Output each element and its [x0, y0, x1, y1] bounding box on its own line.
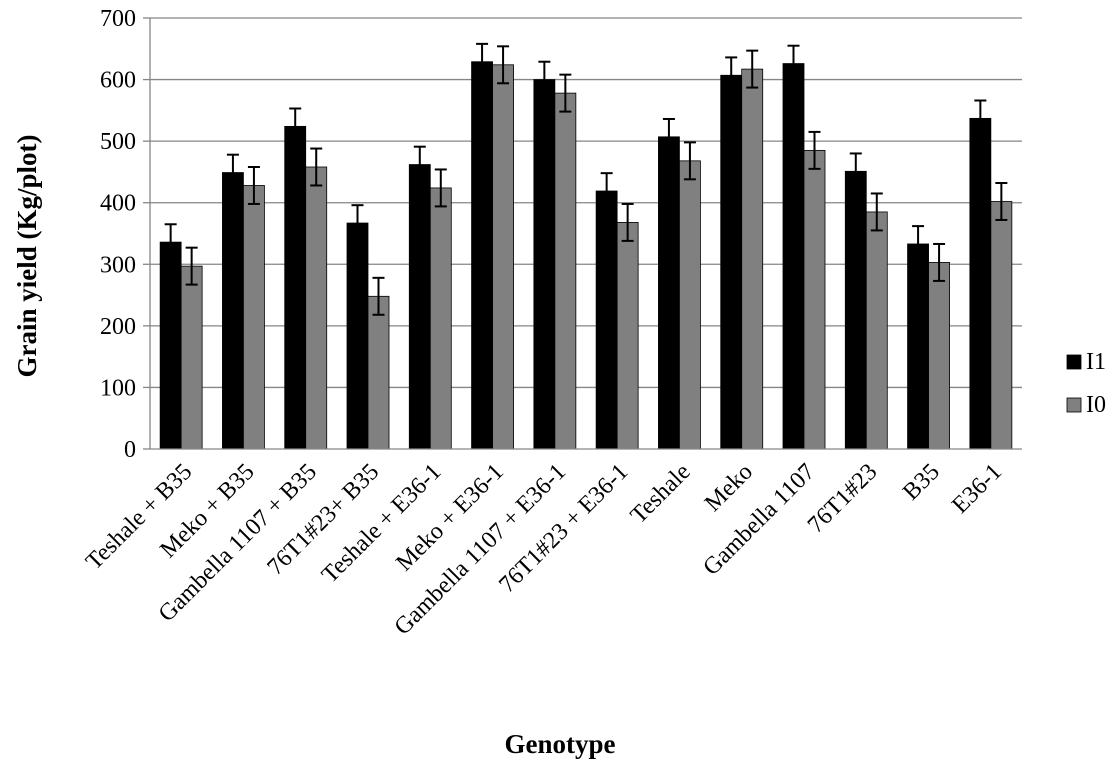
y-tick-label: 600	[100, 68, 136, 94]
bar-i0-4	[429, 187, 452, 450]
error-bar	[538, 60, 551, 99]
gridlines	[143, 17, 1022, 450]
error-bar	[476, 42, 489, 81]
error-bar	[912, 225, 925, 263]
legend-label-i0: I0	[1086, 392, 1106, 418]
bar-i0-0	[180, 265, 203, 450]
bar-i1-0	[159, 241, 182, 450]
error-bar	[559, 73, 572, 113]
legend-label-i1: I1	[1086, 349, 1106, 375]
bar-i0-6	[554, 92, 577, 450]
y-tick-label: 500	[100, 129, 136, 155]
y-tick-label: 100	[100, 375, 136, 401]
bar-i0-8	[679, 160, 701, 450]
bars	[159, 42, 1013, 450]
error-bar	[933, 242, 946, 282]
error-bar	[372, 276, 385, 316]
error-bar	[289, 107, 302, 146]
bar-i1-1	[222, 172, 244, 450]
bar-i1-11	[844, 170, 867, 450]
error-bar	[226, 153, 239, 192]
x-tick-label: Meko	[700, 459, 758, 517]
error-bar	[351, 204, 364, 242]
y-tick-label: 300	[100, 252, 136, 278]
legend: I1 I0	[1066, 349, 1106, 418]
error-bar	[621, 202, 634, 242]
error-bar	[164, 223, 177, 261]
error-bar	[185, 246, 198, 286]
error-bar	[497, 45, 510, 85]
error-bar	[725, 56, 738, 95]
bar-i1-3	[346, 222, 369, 450]
error-bar	[870, 192, 883, 232]
bar-i1-8	[658, 136, 680, 450]
y-axis-title: Grain yield (Kg/plot)	[12, 135, 42, 378]
error-bar	[849, 152, 862, 191]
bar-i1-5	[471, 61, 493, 450]
bar-i0-12	[928, 262, 950, 450]
bar-i1-9	[720, 74, 743, 450]
bar-i0-13	[990, 201, 1013, 450]
x-tick-label: B35	[898, 459, 945, 506]
legend-swatch-i1	[1066, 354, 1082, 370]
error-bar	[995, 182, 1008, 221]
error-bar	[600, 172, 613, 210]
error-bar	[247, 166, 260, 205]
error-bar	[746, 49, 759, 89]
error-bar	[683, 141, 696, 181]
x-tick-label: 76T1#23	[803, 459, 883, 539]
bar-i0-10	[803, 149, 826, 450]
error-bar	[808, 130, 821, 170]
x-tick-label: Teshale	[626, 459, 696, 529]
y-tick-labels: 0 100 200 300 400 500 600 700	[100, 6, 136, 463]
x-tick-label: E36-1	[947, 459, 1007, 519]
bar-i0-3	[367, 295, 390, 450]
bar-i1-10	[782, 63, 805, 450]
x-tick-label: Meko + E36-1	[391, 459, 509, 577]
bar-i0-11	[865, 211, 888, 450]
axes	[149, 18, 1022, 450]
x-tick-label: Teshale + B35	[81, 459, 197, 575]
bar-i1-13	[969, 117, 992, 450]
bar-i0-1	[243, 185, 265, 450]
y-tick-label: 400	[100, 191, 136, 217]
error-bar	[413, 145, 426, 184]
bar-i1-2	[284, 125, 307, 450]
y-tick-label: 0	[124, 437, 136, 463]
bar-i1-7	[595, 190, 618, 450]
error-bar	[662, 117, 675, 156]
x-axis-title: Genotype	[505, 729, 616, 759]
error-bar	[974, 99, 987, 138]
error-bar	[434, 168, 447, 208]
bar-i0-2	[305, 166, 328, 450]
legend-swatch-i0	[1066, 397, 1082, 413]
bar-i0-5	[492, 64, 514, 450]
bar-i1-12	[907, 243, 929, 450]
bar-i0-9	[741, 68, 764, 450]
error-bar	[787, 44, 800, 83]
y-tick-label: 700	[100, 6, 136, 32]
bar-i0-7	[616, 222, 639, 450]
error-bar	[310, 147, 323, 187]
y-tick-label: 200	[100, 314, 136, 340]
bar-i1-6	[533, 79, 556, 450]
bar-i1-4	[408, 164, 431, 450]
